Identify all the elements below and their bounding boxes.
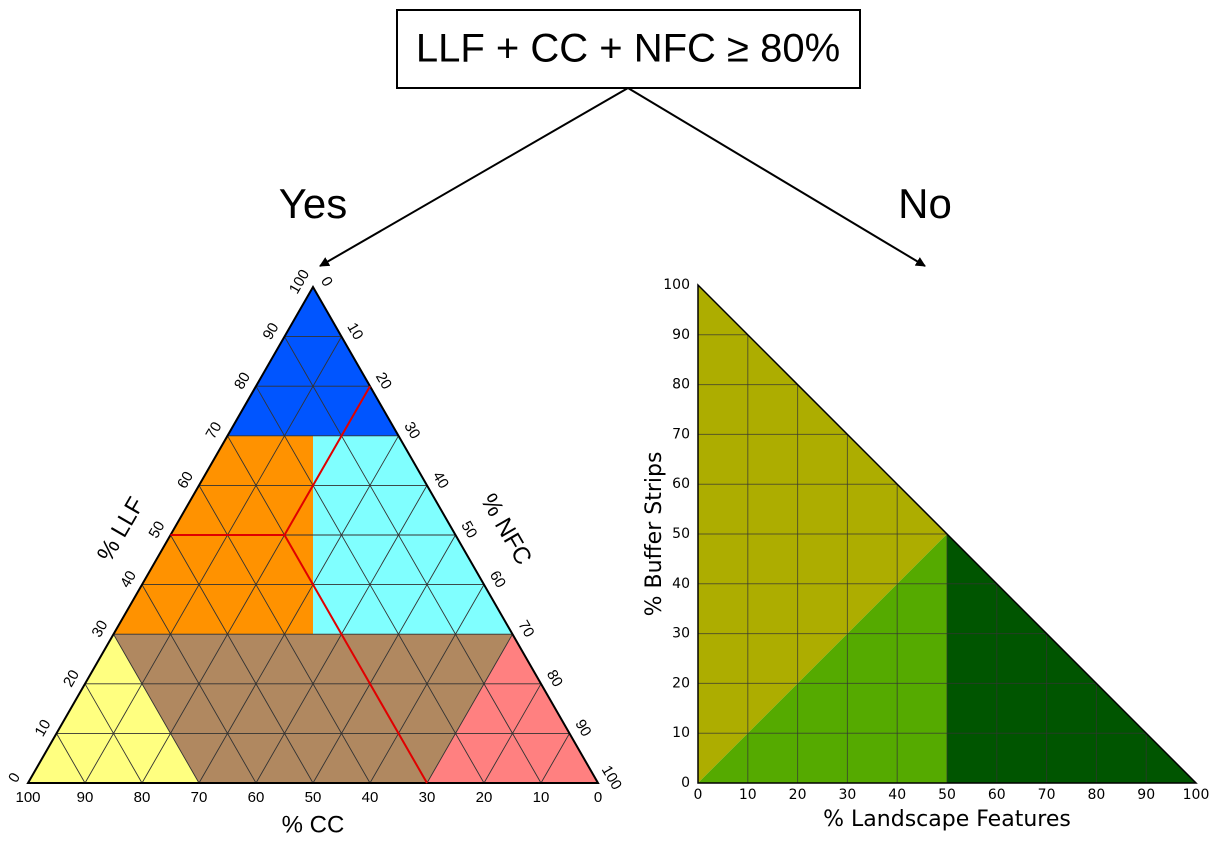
yes-label: Yes [279,180,348,227]
bottom-tick-label: 100 [15,789,40,806]
grid-line [56,733,86,784]
right-tick-label: 80 [543,667,566,690]
x-tick-label: 70 [1038,787,1056,803]
left-tick-label: 50 [146,518,169,541]
yes-arrow [319,87,629,267]
right-tick-label: 10 [343,320,366,343]
left-tick-label: 70 [203,419,226,442]
y-tick-label: 60 [672,476,690,492]
grid-line [255,385,485,784]
no-label: No [898,180,952,227]
x-tick-label: 0 [694,787,703,803]
x-tick-label: 80 [1087,787,1105,803]
grid-line [170,534,314,784]
y-tick-label: 40 [672,576,690,592]
y-tick-label: 50 [672,526,690,542]
right-tick-label: 20 [372,369,395,392]
region [227,287,399,436]
y-tick-label: 100 [663,277,690,293]
x-axis-title: % Landscape Features [823,807,1071,832]
left-tick-label: 40 [117,568,140,591]
bottom-tick-label: 70 [191,789,208,806]
left-tick-label: 90 [260,320,283,343]
right-chart: 0 10 20 30 40 50 60 70 80 90 100 0 10 20 30 40 50 60 70 80 9… [642,277,1209,832]
bottom-tick-label: 60 [248,789,265,806]
no-arrow [627,87,926,267]
right-tick-label: 0 [317,274,336,290]
left-tick-label: 20 [60,667,83,690]
right-tick-label: 40 [429,469,452,492]
bottom-tick-label: 10 [533,789,550,806]
region [28,634,199,783]
x-tick-label: 100 [1183,787,1210,803]
bottom-tick-label: 50 [305,789,322,806]
x-tick-label: 60 [988,787,1006,803]
left-tick-label: 30 [89,617,112,640]
y-axis-title: % Buffer Strips [642,452,667,617]
left-tick-label: 0 [5,770,24,786]
grid-line [84,336,342,784]
axis-title: % NFC [475,489,537,569]
condition-box [396,9,861,89]
grid-line [84,683,143,784]
right-tick-label: 60 [486,568,509,591]
triangle-outline [697,283,1198,784]
bottom-tick-label: 20 [476,789,493,806]
grid-line [312,534,456,784]
bottom-tick-label: 30 [419,789,436,806]
grid-line [198,435,399,784]
y-tick-label: 90 [672,327,690,343]
right-tick-label: 90 [571,717,594,740]
grid-line [426,633,513,784]
x-tick-label: 90 [1137,787,1155,803]
y-tick-label: 70 [672,426,690,442]
region [427,634,598,783]
axis-title: % CC [282,811,345,838]
y-tick-label: 30 [672,626,690,642]
left-tick-label: 60 [174,469,197,492]
x-tick-label: 20 [789,787,807,803]
x-tick-label: 10 [739,787,757,803]
y-tick-label: 20 [672,675,690,691]
right-tick-label: 70 [514,617,537,640]
region [113,634,513,783]
y-tick-label: 0 [681,775,690,791]
bottom-tick-label: 40 [362,789,379,806]
condition-text: LLF + CC + NFC ≥ 80% [416,27,840,71]
region [698,534,947,783]
left-tick-label: 80 [231,369,254,392]
right-tick-label: 30 [400,419,423,442]
grid-line [113,633,200,784]
grid-line [540,733,570,784]
grid-line [141,584,257,784]
bottom-tick-label: 0 [594,789,602,806]
y-tick-label: 80 [672,377,690,393]
axis-title: % LLF [92,493,150,567]
right-tick-label: 50 [457,518,480,541]
bottom-tick-label: 90 [77,789,94,806]
x-tick-label: 30 [838,787,856,803]
bottom-tick-label: 80 [134,789,151,806]
x-tick-label: 40 [888,787,906,803]
left-tick-label: 10 [32,717,55,740]
x-tick-label: 50 [938,787,956,803]
y-tick-label: 10 [672,725,690,741]
grid-line [284,336,542,784]
